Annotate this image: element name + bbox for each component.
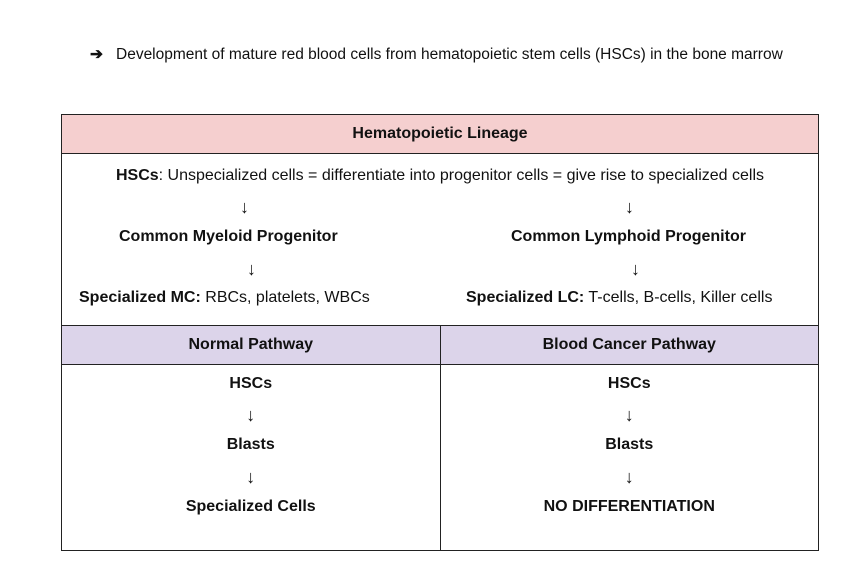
mc-text: RBCs, platelets, WBCs <box>200 289 370 306</box>
hscs-definition: HSCs: Unspecialized cells = differentiat… <box>62 167 818 185</box>
lc-label: Specialized LC: <box>466 289 585 306</box>
down-arrow-icon: ↓ <box>624 405 634 425</box>
normal-step-hscs: HSCs <box>229 375 273 392</box>
lineage-header: Hematopoietic Lineage <box>62 115 818 154</box>
normal-pathway-title: Normal Pathway <box>188 336 313 353</box>
lymphoid-progenitor: Common Lymphoid Progenitor <box>511 228 746 245</box>
hscs-text: : Unspecialized cells = differentiate in… <box>158 167 765 184</box>
hscs-label: HSCs <box>115 167 159 184</box>
cancer-pathway-title: Blood Cancer Pathway <box>542 336 716 353</box>
normal-step-blasts: Blasts <box>226 436 275 453</box>
down-arrow-icon: ↓ <box>624 467 634 487</box>
down-arrow-icon: ↓ <box>247 259 256 279</box>
down-arrow-icon: ↓ <box>625 197 634 217</box>
normal-pathway-flow: HSCs ↓ Blasts ↓ Specialized Cells <box>62 365 440 550</box>
cancer-step-no-differentiation: NO DIFFERENTIATION <box>543 498 715 515</box>
down-arrow-icon: ↓ <box>631 259 640 279</box>
down-arrow-icon: ↓ <box>240 197 249 217</box>
myeloid-progenitor: Common Myeloid Progenitor <box>119 228 338 245</box>
intro-bullet: ➔ Development of mature red blood cells … <box>90 44 810 66</box>
lineage-section: HSCs: Unspecialized cells = differentiat… <box>62 154 818 326</box>
hematopoiesis-table: Hematopoietic Lineage HSCs: Unspecialize… <box>61 114 819 551</box>
cancer-pathway-header: Blood Cancer Pathway <box>440 326 818 365</box>
mc-label: Specialized MC: <box>79 289 201 306</box>
cancer-step-blasts: Blasts <box>605 436 654 453</box>
lineage-title: Hematopoietic Lineage <box>352 125 528 142</box>
down-arrow-icon: ↓ <box>246 405 256 425</box>
intro-text: Development of mature red blood cells fr… <box>116 46 783 63</box>
specialized-mc: Specialized MC: RBCs, platelets, WBCs <box>79 289 370 307</box>
normal-pathway-header: Normal Pathway <box>62 326 440 365</box>
down-arrow-icon: ↓ <box>246 467 256 487</box>
right-arrow-icon: ➔ <box>90 46 103 63</box>
normal-pathway-column: Normal Pathway HSCs ↓ Blasts ↓ Specializ… <box>62 326 441 550</box>
cancer-pathway-flow: HSCs ↓ Blasts ↓ NO DIFFERENTIATION <box>441 365 819 550</box>
normal-step-specialized: Specialized Cells <box>185 498 316 515</box>
lc-text: T-cells, B-cells, Killer cells <box>584 289 773 306</box>
pathways-row: Normal Pathway HSCs ↓ Blasts ↓ Specializ… <box>62 326 818 550</box>
cancer-step-hscs: HSCs <box>607 375 651 392</box>
cancer-pathway-column: Blood Cancer Pathway HSCs ↓ Blasts ↓ NO … <box>440 326 819 550</box>
specialized-lc: Specialized LC: T-cells, B-cells, Killer… <box>466 289 772 307</box>
